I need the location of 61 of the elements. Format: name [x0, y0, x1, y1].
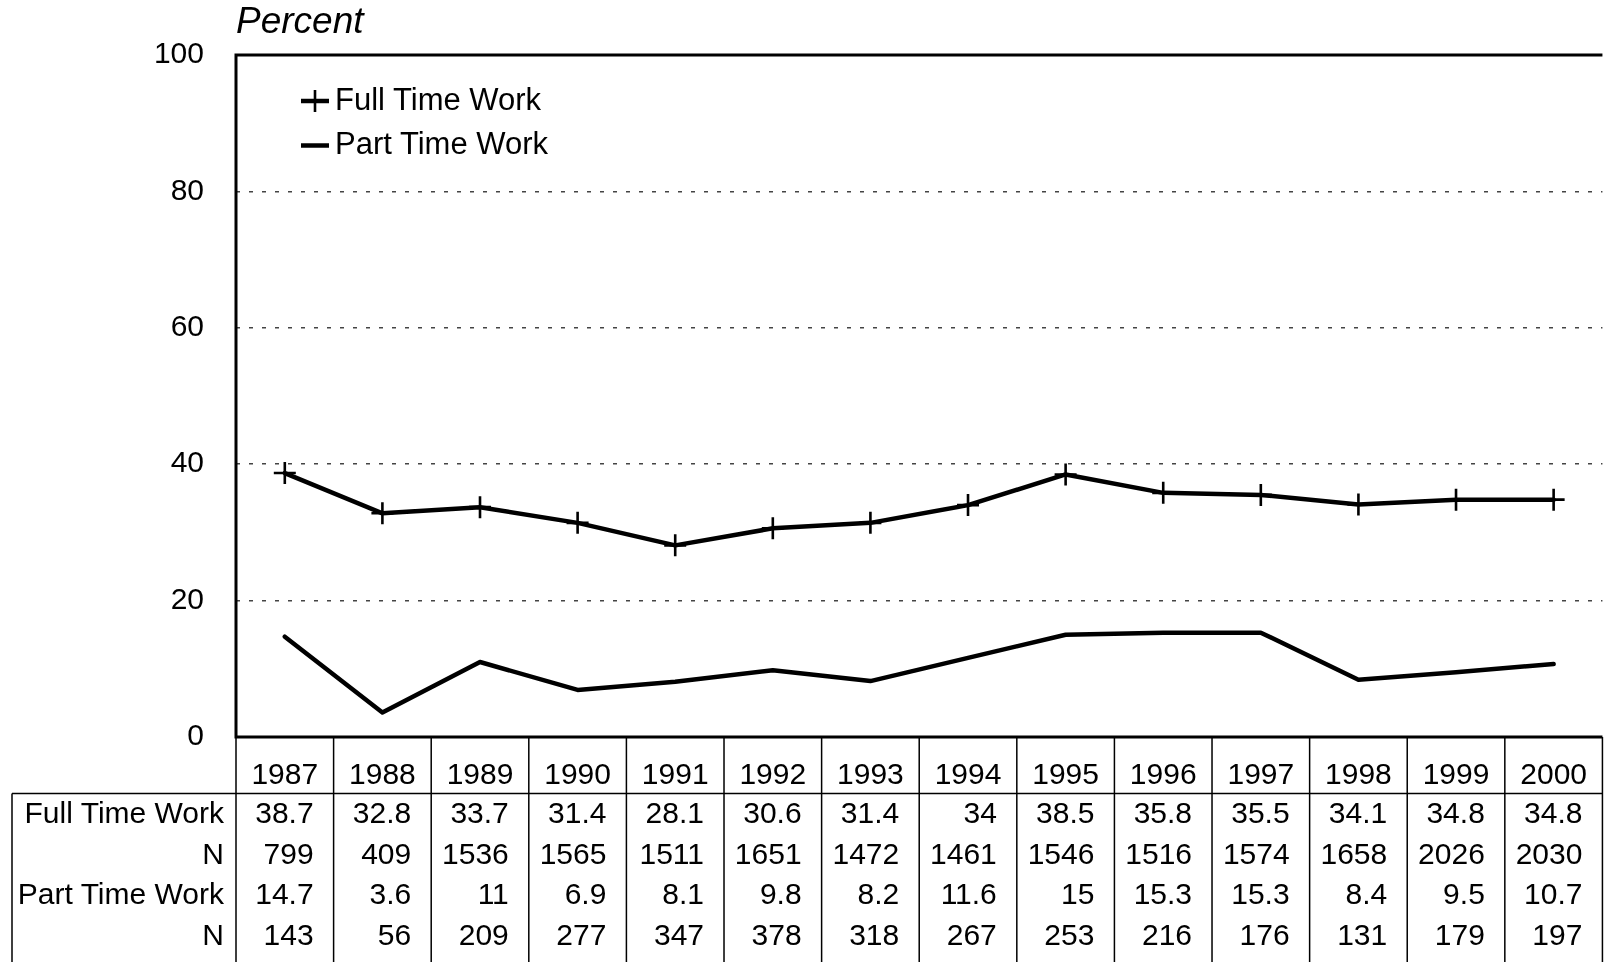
data-label: 35.5 [1231, 796, 1290, 830]
data-label: 35.8 [1133, 796, 1193, 830]
y-tick-label: 0 [187, 718, 204, 752]
data-label: 15.3 [1133, 877, 1193, 911]
data-label: 32.8 [352, 796, 412, 830]
x-tick-label: 1993 [837, 757, 904, 791]
x-tick-label: 1994 [934, 757, 1002, 791]
data-label: 38.7 [255, 796, 314, 830]
data-label: 34.8 [1524, 796, 1583, 830]
point [371, 502, 394, 525]
y-tick-label: 40 [170, 445, 204, 479]
x-tick-label: 1987 [251, 757, 319, 791]
x-tick-label: 1991 [641, 757, 709, 791]
data-label: 11.6 [940, 877, 997, 911]
point [761, 517, 784, 540]
x-tick-label: 1988 [349, 757, 416, 791]
data-label: 11 [477, 877, 509, 911]
data-label: 34.8 [1426, 796, 1485, 830]
data-label: 8.2 [857, 877, 900, 911]
data-label: 34.1 [1328, 796, 1388, 830]
x-tick-label: 1995 [1032, 757, 1099, 791]
data-label: 8.4 [1345, 877, 1388, 911]
data-label: 34 [963, 796, 997, 830]
data-label: 33.7 [450, 796, 509, 830]
text: N 799 409 1536 1565 1511 1651 1472 1461 1546 1516 1574 1658 2026 2030 [202, 836, 1583, 870]
data-label: 6.9 [564, 877, 607, 911]
x-tick-label: 1990 [544, 757, 611, 791]
data-label: 8.1 [662, 877, 705, 911]
x-tick-label: 1998 [1325, 757, 1392, 791]
y-tick-label: 80 [170, 172, 204, 206]
legend-label: Full Time Work [335, 81, 542, 117]
data-label: 10.7 [1524, 877, 1583, 911]
data-label: 14.7 [255, 877, 314, 911]
x-tick-label: 1996 [1129, 757, 1197, 791]
data-label: 15 [1061, 877, 1095, 911]
data-label: 31.4 [548, 796, 607, 830]
point [566, 511, 589, 534]
text: Full Time Work [24, 796, 224, 830]
y-tick-label: 60 [170, 309, 204, 343]
data-label: 28.1 [645, 796, 705, 830]
text: N 143 56 209 277 347 378 318 267 253 216 176 131 179 197 [202, 917, 1583, 951]
data-label: 9.5 [1443, 877, 1485, 911]
data-label: 3.6 [369, 877, 412, 911]
x-tick-label: 1997 [1227, 757, 1295, 791]
y-tick-label: 100 [153, 36, 204, 70]
x-tick-label: 1999 [1422, 757, 1490, 791]
point [1054, 463, 1077, 486]
x-tick-label: 2000 [1520, 757, 1588, 791]
y-tick-label: 20 [170, 581, 204, 615]
data-label: 15.3 [1231, 877, 1290, 911]
point [859, 511, 882, 534]
data-label: 38.5 [1036, 796, 1095, 830]
data-label: 30.6 [743, 796, 802, 830]
y-axis-title: Percent [236, 0, 366, 42]
x-tick-label: 1989 [446, 757, 514, 791]
data-label: 31.4 [840, 796, 900, 830]
text: Part Time Work [17, 877, 224, 911]
x-tick-label: 1992 [739, 757, 807, 791]
data-label: 9.8 [759, 877, 802, 911]
point [664, 534, 687, 557]
legend-label: Part Time Work [335, 126, 549, 162]
